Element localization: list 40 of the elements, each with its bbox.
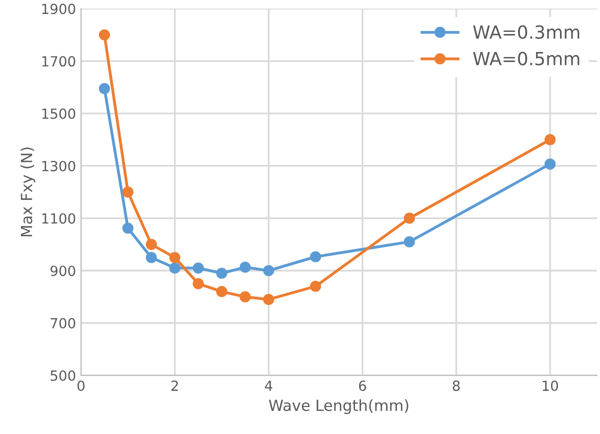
x-tick-label: 0: [77, 380, 84, 392]
point: [169, 262, 180, 274]
x-tick-label: 2: [171, 380, 178, 391]
y-tick-label: 500: [50, 370, 76, 381]
y-tick-label: 1500: [42, 108, 76, 119]
y-tick-label: 1300: [42, 160, 76, 172]
x-tick-label: 10: [542, 380, 558, 392]
point: [544, 134, 556, 146]
point: [192, 278, 204, 290]
point: [263, 294, 274, 305]
x-axis-title: Wave Length(mm): [268, 399, 408, 414]
point: [240, 291, 251, 302]
point: [146, 238, 157, 250]
point: [544, 158, 556, 170]
point: [310, 280, 322, 292]
point: [404, 212, 415, 224]
point: [169, 252, 180, 264]
x-tick-label: 8: [452, 380, 460, 392]
y-tick-label: 700: [50, 318, 76, 328]
point: [263, 265, 274, 276]
point: [240, 262, 251, 273]
x-tick-label: 4: [264, 380, 272, 391]
legend-label: WA=0.5mm: [473, 52, 580, 66]
point: [122, 222, 134, 234]
point: [404, 236, 415, 248]
point: [122, 186, 134, 198]
point: [98, 83, 110, 94]
y-tick-label: 900: [50, 266, 76, 276]
point: [216, 268, 228, 279]
point: [98, 29, 110, 40]
y-tick-label: 1700: [42, 56, 76, 67]
y-axis-title: Max Fxy (N): [20, 148, 36, 236]
y-tick-label: 1900: [42, 4, 76, 14]
x-tick-label: 6: [359, 380, 366, 392]
point: [146, 252, 157, 264]
y-tick-label: 1100: [42, 213, 76, 224]
legend-label: WA=0.3mm: [473, 25, 580, 39]
point: [192, 262, 204, 274]
point: [310, 251, 322, 262]
point: [216, 286, 228, 298]
